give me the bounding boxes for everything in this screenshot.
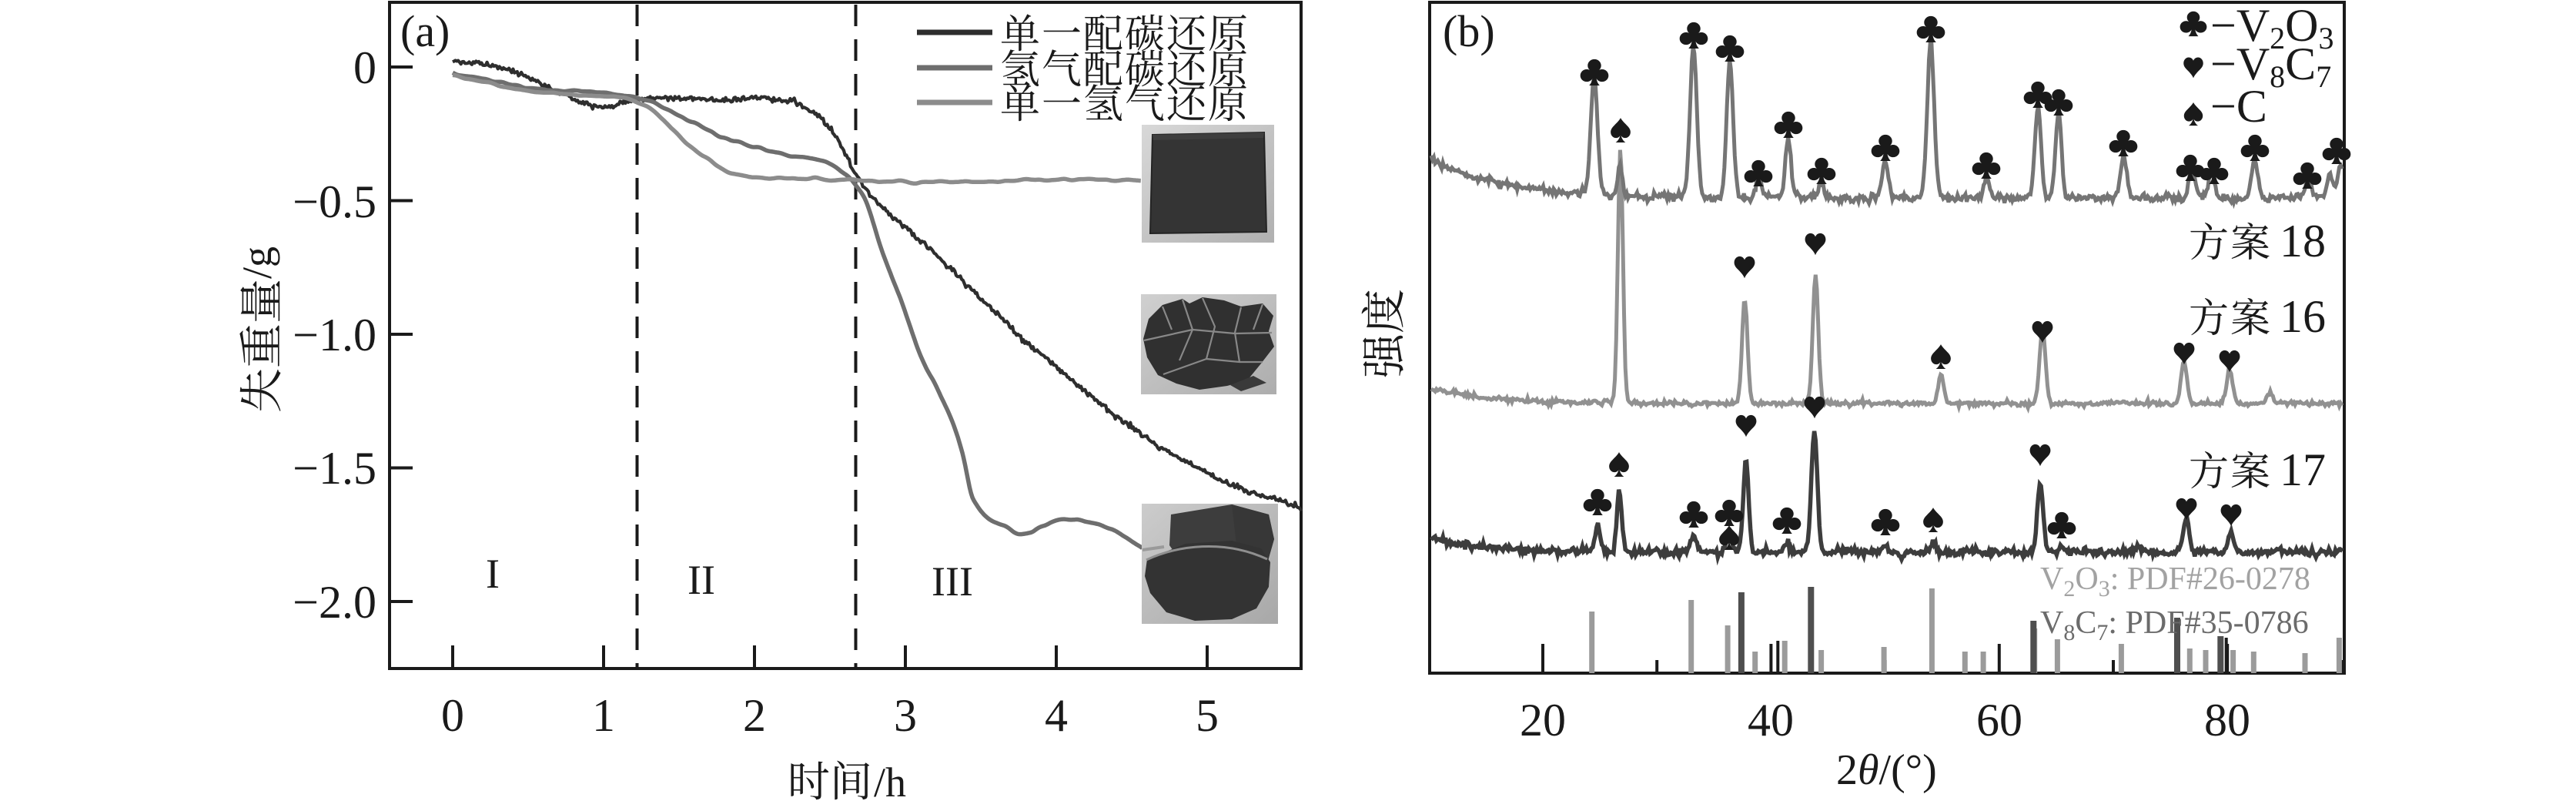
svg-text:I: I	[486, 551, 500, 597]
svg-text:/h: /h	[874, 759, 906, 806]
svg-text:2: 2	[743, 690, 766, 741]
svg-text:80: 80	[2204, 695, 2250, 746]
svg-text:−1.0: −1.0	[293, 310, 376, 360]
svg-text:2θ/(°): 2θ/(°)	[1836, 746, 1937, 794]
svg-text:V8C7: PDF#35-0786: V8C7: PDF#35-0786	[2040, 605, 2309, 645]
svg-text:16: 16	[2280, 291, 2326, 342]
svg-text:/g: /g	[234, 246, 280, 279]
svg-text:−C: −C	[2210, 81, 2267, 132]
svg-text:0: 0	[441, 690, 464, 741]
svg-text:5: 5	[1196, 690, 1219, 741]
svg-text:(a): (a)	[400, 6, 450, 56]
svg-text:−1.5: −1.5	[293, 443, 376, 494]
svg-text:III: III	[932, 558, 973, 605]
svg-text:40: 40	[1748, 695, 1794, 746]
svg-text:3: 3	[894, 690, 917, 741]
svg-text:20: 20	[1520, 695, 1566, 746]
svg-text:II: II	[687, 557, 715, 603]
svg-text:1: 1	[592, 690, 615, 741]
svg-text:18: 18	[2280, 216, 2326, 266]
svg-text:−V8C7: −V8C7	[2210, 39, 2331, 94]
svg-text:4: 4	[1045, 690, 1068, 741]
svg-text:−0.5: −0.5	[293, 176, 376, 227]
svg-text:V2O3: PDF#26-0278: V2O3: PDF#26-0278	[2040, 561, 2310, 602]
svg-text:0: 0	[353, 42, 376, 93]
svg-text:60: 60	[1976, 695, 2022, 746]
svg-text:(b): (b)	[1443, 6, 1495, 56]
svg-text:−2.0: −2.0	[293, 577, 376, 628]
svg-text:17: 17	[2280, 444, 2326, 495]
